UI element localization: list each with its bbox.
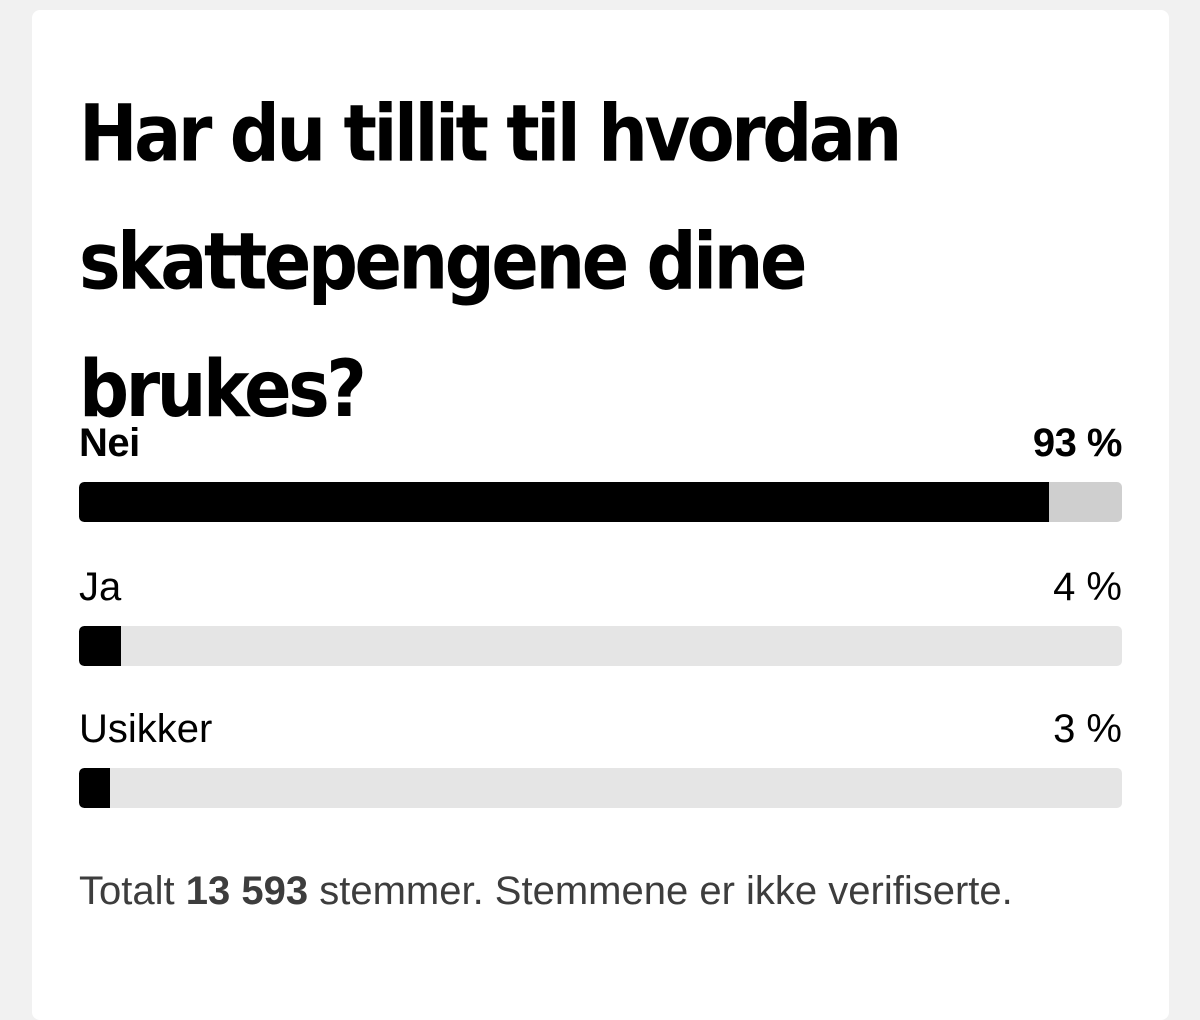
total-votes: 13 593 bbox=[185, 869, 309, 913]
poll-footer: Totalt 13 593 stemmer. Stemmene er ikke … bbox=[79, 862, 1122, 920]
poll-option-ja[interactable]: Ja 4 % bbox=[79, 557, 1122, 666]
poll-option-usikker[interactable]: Usikker 3 % bbox=[79, 699, 1122, 808]
option-label: Nei bbox=[79, 420, 140, 465]
result-bar-track bbox=[79, 768, 1122, 808]
option-label: Ja bbox=[79, 564, 122, 609]
result-bar-track bbox=[79, 626, 1122, 666]
footer-suffix: stemmer. Stemmene er ikke verifiserte. bbox=[319, 869, 1013, 913]
result-bar-fill bbox=[79, 768, 111, 808]
result-bar-fill bbox=[79, 482, 1049, 522]
option-percent: 93 % bbox=[1032, 420, 1123, 465]
option-label: Usikker bbox=[79, 706, 213, 751]
poll-question: Har du tillit til hvordan skattepengene … bbox=[79, 87, 902, 436]
poll-option-nei[interactable]: Nei 93 % bbox=[79, 413, 1123, 522]
result-bar-fill bbox=[79, 626, 121, 666]
footer-prefix: Totalt bbox=[79, 869, 175, 913]
option-percent: 3 % bbox=[1053, 706, 1122, 751]
result-bar-track bbox=[79, 482, 1122, 522]
option-percent: 4 % bbox=[1053, 564, 1122, 609]
